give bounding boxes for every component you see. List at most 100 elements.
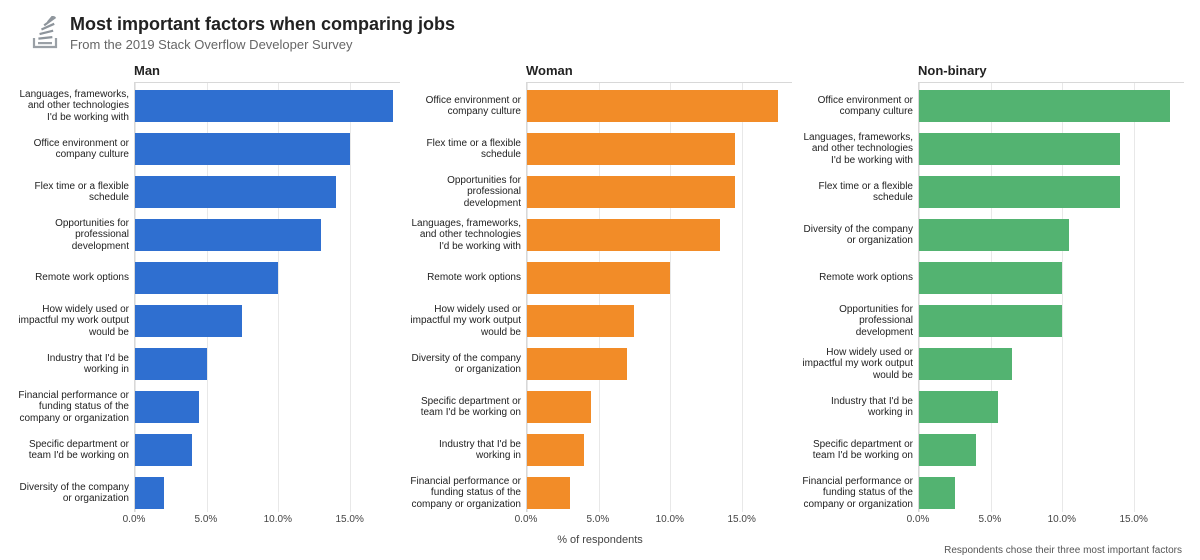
bar-row: Office environment or company culture	[801, 85, 1184, 127]
bar-area	[919, 300, 1184, 342]
bar-row: Financial performance or funding status …	[801, 472, 1184, 514]
bar-area	[135, 214, 400, 256]
x-axis: 0.0%5.0%10.0%15.0%	[526, 512, 792, 532]
bar	[527, 262, 670, 294]
bar-label: Office environment or company culture	[801, 95, 919, 118]
bar-label: Diversity of the company or organization	[17, 482, 135, 505]
bar-row: How widely used or impactful my work out…	[17, 300, 400, 342]
bar-row: Industry that I'd be working in	[17, 343, 400, 385]
bar-area	[919, 214, 1184, 256]
x-tick: 5.0%	[978, 514, 1001, 525]
chart-title: Most important factors when comparing jo…	[70, 14, 1184, 35]
chart-footnote: Respondents chose their three most impor…	[944, 545, 1182, 556]
bar	[527, 434, 584, 466]
bar-label: Financial performance or funding status …	[17, 390, 135, 425]
bar-row: Specific department or team I'd be worki…	[17, 429, 400, 471]
bar-row: How widely used or impactful my work out…	[409, 300, 792, 342]
bar-row: Remote work options	[17, 257, 400, 299]
bar-label: How widely used or impactful my work out…	[17, 304, 135, 339]
rows-wrap: Languages, frameworks, and other technol…	[17, 83, 400, 512]
bar-label: Specific department or team I'd be worki…	[17, 439, 135, 462]
bar	[527, 133, 735, 165]
bar-area	[527, 300, 792, 342]
bar-label: Specific department or team I'd be worki…	[801, 439, 919, 462]
x-tick: 15.0%	[727, 514, 755, 525]
bar-label: Remote work options	[409, 272, 527, 284]
bar-label: Diversity of the company or organization	[409, 353, 527, 376]
bar-label: How widely used or impactful my work out…	[801, 347, 919, 382]
bar-row: How widely used or impactful my work out…	[801, 343, 1184, 385]
bar-area	[527, 85, 792, 127]
x-tick: 0.0%	[123, 514, 146, 525]
bar	[135, 176, 336, 208]
bar-row: Diversity of the company or organization	[409, 343, 792, 385]
bar-label: Office environment or company culture	[409, 95, 527, 118]
bar-row: Opportunities for professional developme…	[409, 171, 792, 213]
bar-label: Office environment or company culture	[17, 138, 135, 161]
bar	[527, 305, 634, 337]
bar-label: Languages, frameworks, and other technol…	[17, 89, 135, 124]
bar	[919, 219, 1069, 251]
x-tick: 0.0%	[907, 514, 930, 525]
bar-label: Diversity of the company or organization	[801, 224, 919, 247]
bar	[135, 262, 278, 294]
bar	[135, 477, 164, 509]
bar	[527, 90, 778, 122]
bar-label: Specific department or team I'd be worki…	[409, 396, 527, 419]
x-tick: 0.0%	[515, 514, 538, 525]
bar-row: Financial performance or funding status …	[409, 472, 792, 514]
bar-row: Office environment or company culture	[409, 85, 792, 127]
bar-label: Languages, frameworks, and other technol…	[409, 218, 527, 253]
panel: Non-binaryOffice environment or company …	[800, 63, 1184, 532]
bar-label: Opportunities for professional developme…	[17, 218, 135, 253]
bar-row: Languages, frameworks, and other technol…	[801, 128, 1184, 170]
bar-label: Flex time or a flexible schedule	[409, 138, 527, 161]
bar-row: Financial performance or funding status …	[17, 386, 400, 428]
x-tick: 10.0%	[264, 514, 292, 525]
bar-row: Flex time or a flexible schedule	[409, 128, 792, 170]
panel: WomanOffice environment or company cultu…	[408, 63, 792, 532]
bar-area	[527, 343, 792, 385]
bar-area	[919, 429, 1184, 471]
bar	[919, 305, 1062, 337]
rows-wrap: Office environment or company culture Lan…	[801, 83, 1184, 512]
bar-label: How widely used or impactful my work out…	[409, 304, 527, 339]
bar-label: Industry that I'd be working in	[801, 396, 919, 419]
bar-row: Specific department or team I'd be worki…	[409, 386, 792, 428]
bar-row: Specific department or team I'd be worki…	[801, 429, 1184, 471]
bar-area	[135, 257, 400, 299]
bar	[135, 434, 192, 466]
bar-label: Industry that I'd be working in	[409, 439, 527, 462]
bar	[919, 90, 1170, 122]
bar	[135, 219, 321, 251]
bar	[135, 391, 199, 423]
bar-area	[919, 85, 1184, 127]
chart-titles: Most important factors when comparing jo…	[70, 14, 1184, 52]
bar	[527, 176, 735, 208]
bar	[527, 391, 591, 423]
bar	[135, 133, 350, 165]
bar-row: Flex time or a flexible schedule	[17, 171, 400, 213]
x-tick: 5.0%	[194, 514, 217, 525]
x-axis: 0.0%5.0%10.0%15.0%	[134, 512, 400, 532]
bar	[919, 348, 1012, 380]
bar-area	[135, 429, 400, 471]
plot-area: Office environment or company cultureLan…	[918, 82, 1184, 512]
bar	[919, 133, 1120, 165]
bar-area	[919, 257, 1184, 299]
chart-container: Most important factors when comparing jo…	[0, 0, 1200, 560]
bar	[919, 262, 1062, 294]
bar-area	[135, 171, 400, 213]
bar-area	[919, 343, 1184, 385]
bar-area	[527, 214, 792, 256]
bar-row: Diversity of the company or organization	[801, 214, 1184, 256]
bar-row: Opportunities for professional developme…	[801, 300, 1184, 342]
bar	[135, 90, 393, 122]
bar-row: Languages, frameworks, and other technol…	[17, 85, 400, 127]
x-tick: 15.0%	[1119, 514, 1147, 525]
stack-overflow-icon	[30, 16, 60, 55]
chart-subtitle: From the 2019 Stack Overflow Developer S…	[70, 37, 1184, 52]
bar-label: Opportunities for professional developme…	[409, 175, 527, 210]
bar-area	[527, 128, 792, 170]
bar-label: Remote work options	[801, 272, 919, 284]
